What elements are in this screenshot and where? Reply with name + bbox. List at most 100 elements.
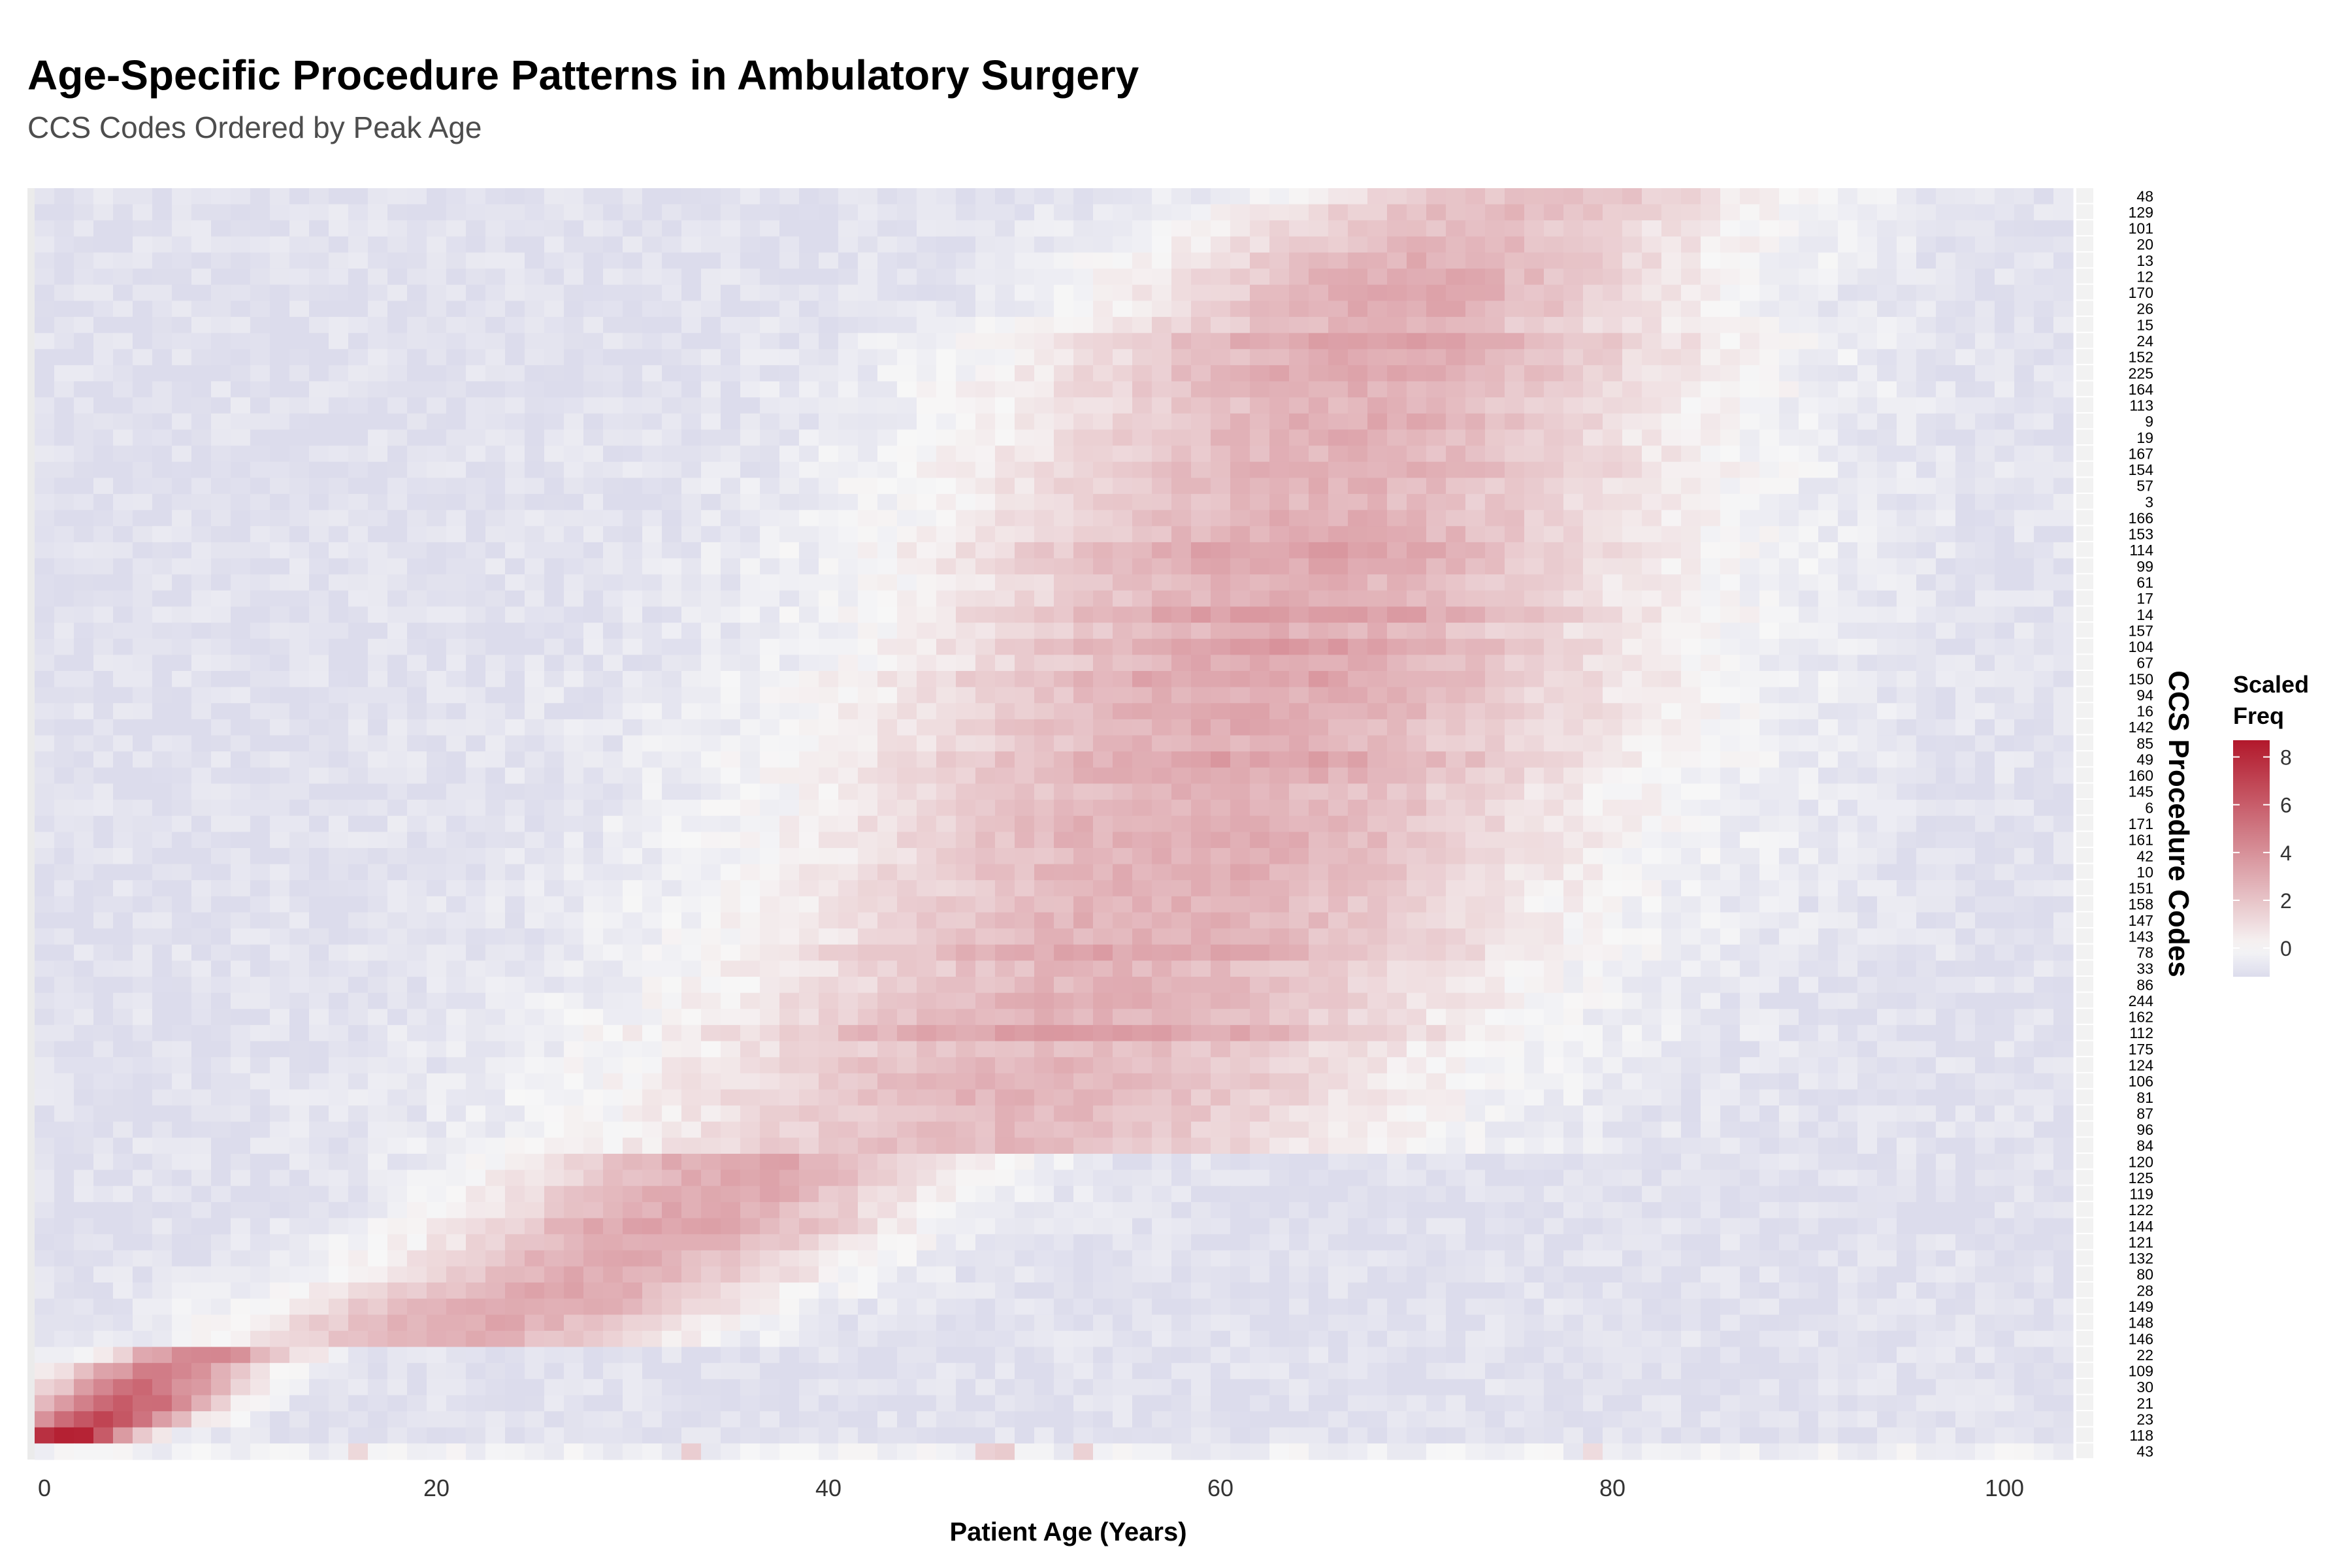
heatmap-cell	[740, 912, 760, 929]
heatmap-cell	[1799, 767, 1819, 785]
heatmap-cell	[623, 461, 643, 478]
heatmap-cell	[1132, 655, 1152, 672]
heatmap-cell	[1603, 413, 1623, 431]
heatmap-cell	[1544, 880, 1564, 897]
heatmap-cell	[642, 188, 662, 205]
heatmap-cell	[1975, 912, 1995, 929]
heatmap-cell	[1583, 896, 1603, 913]
heatmap-cell	[1799, 494, 1819, 511]
heatmap-cell	[525, 767, 545, 785]
heatmap-cell	[1367, 220, 1388, 237]
heatmap-cell	[1799, 510, 1819, 527]
heatmap-cell	[1446, 944, 1466, 961]
heatmap-cell	[564, 832, 584, 849]
heatmap-cell	[191, 703, 212, 720]
heatmap-cell	[1681, 413, 1701, 431]
heatmap-cell	[1681, 638, 1701, 655]
heatmap-cell	[1034, 606, 1054, 623]
heatmap-cell	[995, 623, 1015, 640]
heatmap-cell	[681, 317, 702, 334]
heatmap-cell	[760, 446, 780, 463]
heatmap-cell	[623, 800, 643, 817]
heatmap-cell	[368, 912, 388, 929]
heatmap-cell	[1485, 719, 1505, 736]
heatmap-cell	[1642, 349, 1662, 366]
heatmap-cell	[1387, 944, 1407, 961]
heatmap-cell	[1054, 896, 1074, 913]
heatmap-cell	[917, 735, 937, 752]
heatmap-cell	[368, 670, 388, 688]
heatmap-cell	[466, 703, 486, 720]
heatmap-cell	[936, 558, 956, 575]
heatmap-cell	[1171, 719, 1192, 736]
heatmap-cell	[681, 590, 702, 608]
heatmap-cell	[250, 606, 270, 623]
heatmap-cell	[446, 800, 466, 817]
heatmap-cell	[407, 284, 427, 302]
heatmap-cell	[858, 204, 878, 221]
heatmap-cell	[975, 832, 996, 849]
heatmap-cell	[505, 606, 525, 623]
heatmap-cell	[1799, 606, 1819, 623]
heatmap-cell	[1132, 912, 1152, 929]
heatmap-cell	[133, 413, 153, 431]
heatmap-cell	[858, 912, 878, 929]
heatmap-cell	[1309, 349, 1329, 366]
heatmap-cell	[1838, 880, 1858, 897]
heatmap-cell	[1505, 864, 1525, 881]
heatmap-cell	[1544, 510, 1564, 527]
heatmap-cell	[1289, 703, 1309, 720]
heatmap-cell	[1818, 236, 1838, 253]
heatmap-cell	[1034, 944, 1054, 961]
heatmap-cell	[446, 220, 466, 237]
heatmap-cell	[544, 558, 564, 575]
heatmap-cell	[1622, 269, 1642, 286]
heatmap-cell	[603, 590, 623, 608]
heatmap-cell	[1505, 542, 1525, 559]
heatmap-cell	[1465, 670, 1486, 688]
heatmap-cell	[172, 590, 192, 608]
heatmap-cell	[505, 252, 525, 269]
heatmap-cell	[760, 252, 780, 269]
heatmap-cell	[113, 832, 133, 849]
heatmap-cell	[1524, 590, 1544, 608]
heatmap-cell	[152, 703, 172, 720]
heatmap-cell	[1524, 526, 1544, 543]
heatmap-cell	[152, 413, 172, 431]
heatmap-cell	[1995, 638, 2015, 655]
heatmap-cell	[1955, 880, 1976, 897]
heatmap-cell	[1818, 510, 1838, 527]
heatmap-cell	[877, 864, 898, 881]
heatmap-cell	[544, 446, 564, 463]
heatmap-cell	[1446, 687, 1466, 704]
heatmap-cell	[1132, 301, 1152, 318]
heatmap-cell	[348, 461, 368, 478]
heatmap-cell	[721, 252, 741, 269]
heatmap-cell	[603, 670, 623, 688]
heatmap-cell	[1093, 397, 1113, 414]
heatmap-cell	[1642, 687, 1662, 704]
heatmap-cell	[1367, 461, 1388, 478]
heatmap-cell	[1485, 349, 1505, 366]
heatmap-cell	[603, 333, 623, 350]
heatmap-cell	[1661, 446, 1682, 463]
heatmap-cell	[1309, 333, 1329, 350]
heatmap-cell	[877, 638, 898, 655]
heatmap-cell	[603, 896, 623, 913]
heatmap-cell	[1073, 236, 1094, 253]
heatmap-cell	[1916, 188, 1936, 205]
heatmap-cell	[231, 494, 251, 511]
heatmap-cell	[289, 269, 310, 286]
heatmap-cell	[270, 510, 290, 527]
heatmap-cell	[427, 638, 447, 655]
heatmap-cell	[1269, 397, 1290, 414]
heatmap-cell	[1563, 204, 1584, 221]
heatmap-cell	[1622, 284, 1642, 302]
heatmap-cell	[642, 542, 662, 559]
heatmap-cell	[1289, 783, 1309, 800]
heatmap-cell	[1171, 606, 1192, 623]
heatmap-cell	[211, 284, 231, 302]
heatmap-cell	[1740, 912, 1760, 929]
heatmap-cell	[1191, 413, 1211, 431]
heatmap-cell	[1544, 944, 1564, 961]
